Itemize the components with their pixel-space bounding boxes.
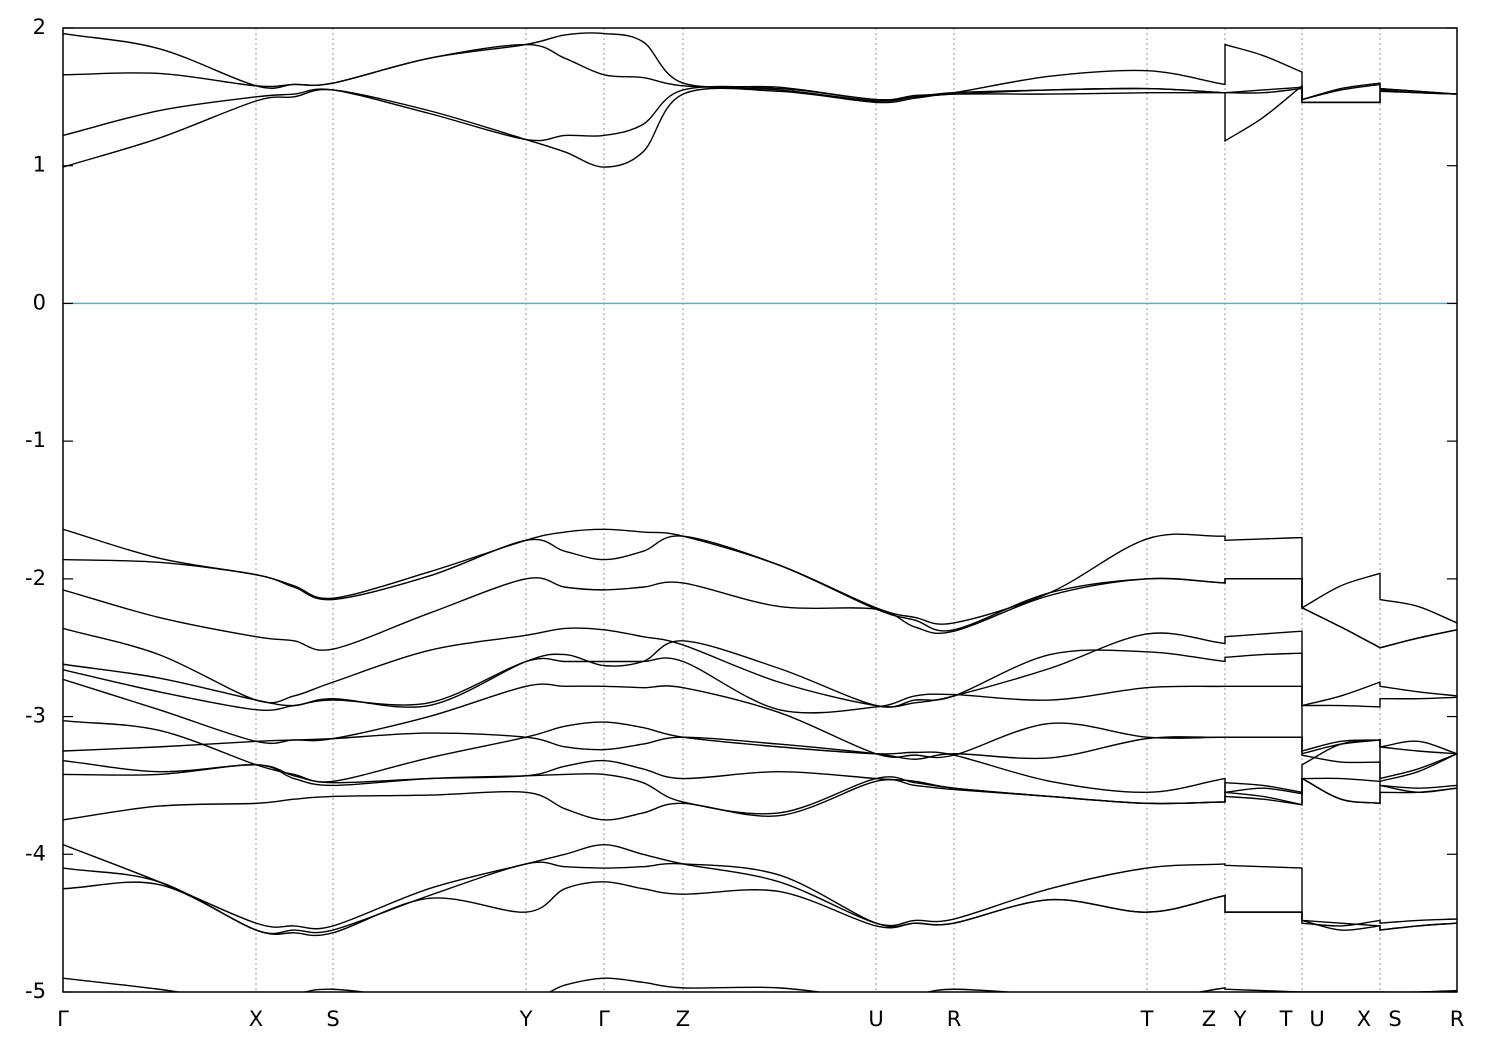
- band-line: [63, 881, 1457, 937]
- y-tick-label: 0: [33, 290, 46, 314]
- band-line: [63, 640, 1457, 708]
- band-line: [63, 577, 1457, 651]
- x-tick-label: T: [1279, 1007, 1293, 1031]
- y-tick-label: -2: [25, 566, 46, 590]
- x-tick-label: T: [1140, 1007, 1154, 1031]
- x-tick-label: Z: [1202, 1007, 1216, 1031]
- x-tick-label: S: [1388, 1007, 1401, 1031]
- band-line: [63, 777, 1457, 821]
- x-tick-label: Z: [676, 1007, 690, 1031]
- y-tick-label: -5: [25, 979, 46, 1003]
- grid: [62, 28, 1458, 992]
- x-tick-label: X: [1357, 1007, 1371, 1031]
- band-line: [63, 535, 1457, 649]
- x-tick-label: Y: [1233, 1007, 1247, 1031]
- band-line: [63, 732, 1457, 760]
- band-line: [63, 627, 1457, 708]
- band-line: [63, 87, 1457, 168]
- y-tick-label: -4: [25, 841, 46, 865]
- x-tick-label: Γ: [57, 1007, 69, 1031]
- x-tick-label: R: [947, 1007, 962, 1031]
- y-tick-label: 1: [33, 153, 46, 177]
- band-line: [63, 739, 1457, 815]
- x-tick-label: S: [326, 1007, 339, 1031]
- band-line: [63, 678, 1457, 783]
- plot-area: [63, 32, 1457, 992]
- band-line: [63, 977, 1457, 992]
- x-tick-label: X: [249, 1007, 263, 1031]
- x-tick-label: U: [1309, 1007, 1324, 1031]
- x-tick-label: Y: [519, 1007, 533, 1031]
- plot-frame: [62, 27, 1458, 993]
- x-tick-label: Γ: [598, 1007, 610, 1031]
- band-line: [63, 720, 1457, 795]
- x-tick-label: R: [1450, 1007, 1465, 1031]
- y-tick-label: 2: [33, 15, 46, 39]
- band-line: [63, 657, 1457, 755]
- band-line: [63, 843, 1457, 930]
- x-tick-label: U: [868, 1007, 883, 1031]
- y-tick-label: -3: [25, 704, 46, 728]
- y-tick-label: -1: [25, 428, 46, 452]
- band-line: [63, 528, 1457, 625]
- band-line: [63, 861, 1457, 935]
